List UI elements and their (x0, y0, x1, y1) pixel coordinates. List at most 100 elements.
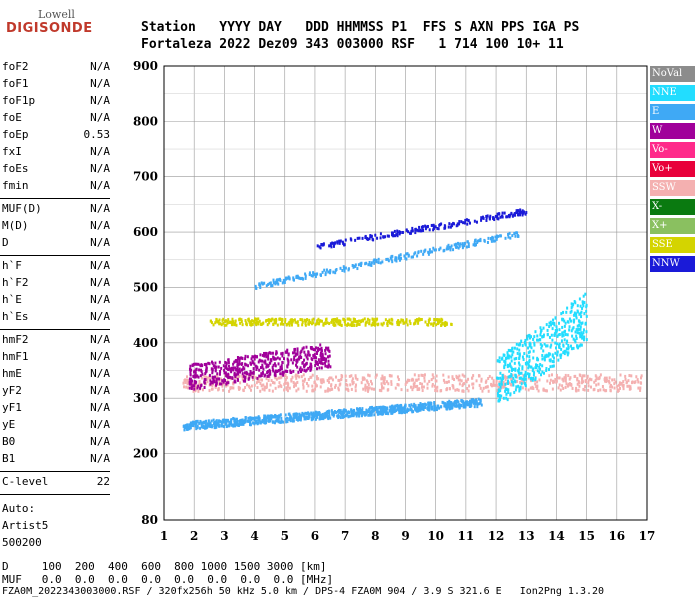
data-point (303, 363, 306, 367)
data-point (447, 380, 450, 384)
data-point (267, 357, 270, 361)
data-point (575, 334, 578, 338)
data-point (582, 335, 585, 339)
data-point (374, 406, 377, 410)
data-point (523, 210, 526, 214)
data-point (321, 412, 324, 416)
data-point (587, 384, 590, 388)
data-point (452, 384, 455, 388)
data-point (269, 419, 272, 423)
data-point (367, 413, 370, 417)
data-point (266, 370, 269, 374)
data-point (257, 379, 260, 383)
data-point (197, 375, 200, 379)
data-point (308, 353, 311, 357)
data-point (322, 323, 325, 327)
data-point (346, 383, 349, 387)
data-point (304, 272, 307, 276)
data-point (186, 382, 189, 386)
data-point (443, 321, 446, 325)
data-point (449, 407, 452, 411)
data-point (265, 284, 268, 288)
data-point (298, 375, 301, 379)
data-point (281, 318, 284, 322)
data-point (235, 373, 238, 377)
data-point (268, 281, 271, 285)
data-point (611, 385, 614, 389)
data-point (258, 374, 261, 378)
data-point (351, 377, 354, 381)
data-point (196, 386, 199, 390)
data-point (213, 365, 216, 369)
data-point (519, 371, 522, 375)
data-point (214, 321, 217, 325)
data-point (417, 377, 420, 381)
data-point (339, 416, 342, 420)
data-point (524, 387, 527, 391)
data-point (297, 370, 300, 374)
data-point (374, 258, 377, 262)
data-point (280, 364, 283, 368)
data-point (246, 355, 249, 359)
data-point (324, 273, 327, 277)
data-point (219, 370, 222, 374)
data-point (336, 414, 339, 418)
data-point (213, 380, 216, 384)
data-point (449, 225, 452, 229)
data-point (374, 375, 377, 379)
data-point (196, 424, 199, 428)
data-point (391, 318, 394, 322)
data-point (611, 378, 614, 382)
data-point (399, 230, 402, 234)
data-point (207, 419, 210, 423)
data-point (451, 403, 454, 407)
data-point (414, 321, 417, 325)
data-point (252, 374, 255, 378)
data-point (267, 416, 270, 420)
data-point (317, 317, 320, 321)
data-point (255, 321, 258, 325)
data-point (281, 372, 284, 376)
data-point (188, 423, 191, 427)
footer-distance-row: D 100 200 400 600 800 1000 1500 3000 [km… (2, 560, 327, 573)
data-point (432, 322, 435, 326)
data-point (310, 357, 313, 361)
param-value: N/A (90, 333, 110, 346)
data-point (441, 400, 444, 404)
data-point (265, 352, 268, 356)
data-point (335, 320, 338, 324)
data-point (421, 225, 424, 229)
param-value: N/A (90, 202, 110, 215)
data-point (509, 374, 512, 378)
param-name: yF2 (2, 384, 22, 397)
data-point (581, 300, 584, 304)
data-point (390, 258, 393, 262)
data-point (350, 374, 353, 378)
data-point (244, 354, 247, 358)
data-point (491, 376, 494, 380)
param-value: N/A (90, 60, 110, 73)
data-point (373, 320, 376, 324)
data-point (209, 425, 212, 429)
data-point (590, 385, 593, 389)
data-point (445, 380, 448, 384)
data-point (317, 412, 320, 416)
data-point (526, 334, 529, 338)
data-point (503, 364, 506, 368)
data-point (548, 321, 551, 325)
data-point (286, 385, 289, 389)
param-name: foF1p (2, 94, 36, 107)
data-point (218, 377, 221, 381)
data-point (461, 242, 464, 246)
data-point (268, 419, 271, 423)
param-name: B1 (2, 452, 16, 465)
param-row-hmf1: hmF1 N/A (2, 350, 110, 364)
data-point (424, 227, 427, 231)
data-point (368, 407, 371, 411)
data-point (292, 351, 295, 355)
data-point (230, 421, 233, 425)
data-point (529, 386, 532, 390)
data-point (305, 368, 308, 372)
data-point (370, 261, 373, 265)
data-point (456, 223, 459, 227)
